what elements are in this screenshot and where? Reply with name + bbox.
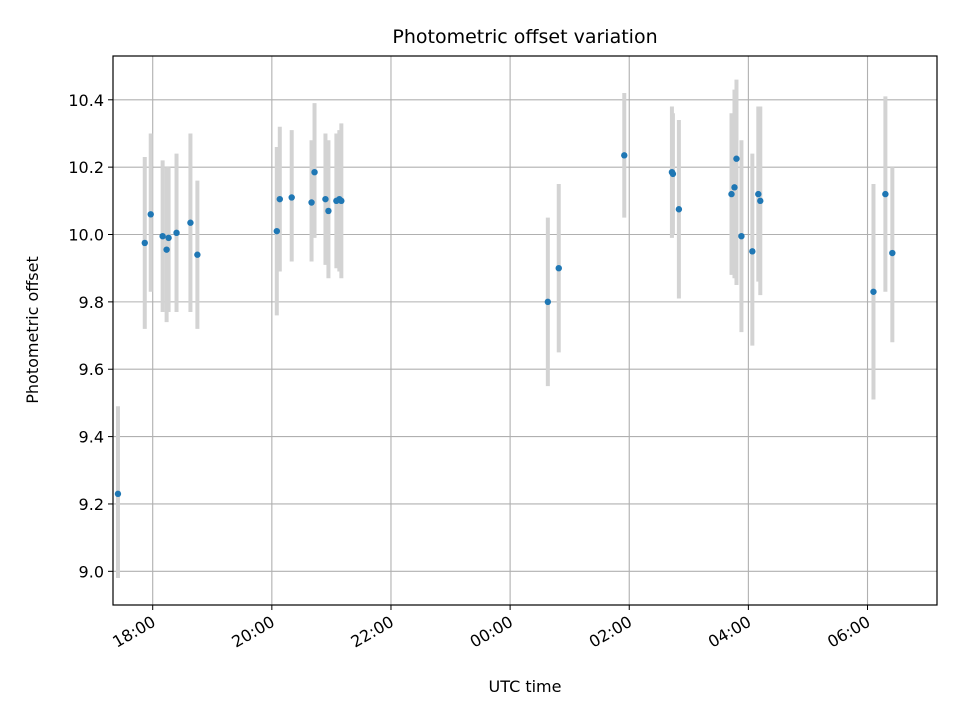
data-point xyxy=(159,232,166,240)
data-point xyxy=(733,155,740,162)
y-tick-label: 10.2 xyxy=(68,158,104,177)
data-point xyxy=(165,234,172,242)
y-axis-label: Photometric offset xyxy=(23,256,42,404)
data-point xyxy=(669,170,677,178)
data-point xyxy=(738,232,745,240)
data-point xyxy=(544,298,552,306)
data-point xyxy=(555,264,562,272)
y-tick-label: 9.6 xyxy=(79,360,104,379)
grid xyxy=(113,56,937,605)
data-point xyxy=(882,190,889,198)
y-tick-label: 9.4 xyxy=(79,428,104,447)
data-point xyxy=(273,227,281,235)
x-axis-label: UTC time xyxy=(489,677,562,696)
data-point xyxy=(731,184,738,191)
data-point xyxy=(163,246,170,253)
y-tick-label: 10.4 xyxy=(68,91,104,110)
y-tick-label: 10.0 xyxy=(68,226,104,245)
data-point xyxy=(141,239,148,247)
data-point xyxy=(288,194,295,201)
data-point xyxy=(621,152,628,159)
data-point xyxy=(889,249,896,257)
data-point xyxy=(147,211,154,218)
y-axis: 9.0 9.2 9.4 9.6 9.8 10.0 10.2 10.4 xyxy=(68,91,113,581)
data-points xyxy=(114,152,896,498)
data-point xyxy=(870,288,877,295)
data-point xyxy=(757,197,764,205)
data-point xyxy=(322,195,329,203)
data-point xyxy=(194,251,201,258)
y-tick-label: 9.0 xyxy=(79,562,104,581)
data-point xyxy=(755,190,762,198)
y-tick-label: 9.2 xyxy=(79,495,104,514)
data-point xyxy=(308,199,315,206)
data-point xyxy=(276,195,283,203)
data-point xyxy=(311,168,318,176)
data-point xyxy=(728,190,735,198)
data-point xyxy=(338,197,345,205)
data-point xyxy=(325,207,332,215)
data-point xyxy=(675,206,683,213)
y-tick-label: 9.8 xyxy=(79,293,104,312)
data-point xyxy=(187,219,194,226)
plot-frame xyxy=(112,55,938,606)
data-point xyxy=(173,229,180,237)
chart-title: Photometric offset variation xyxy=(392,26,657,48)
data-point xyxy=(749,248,756,255)
data-point xyxy=(114,490,122,498)
